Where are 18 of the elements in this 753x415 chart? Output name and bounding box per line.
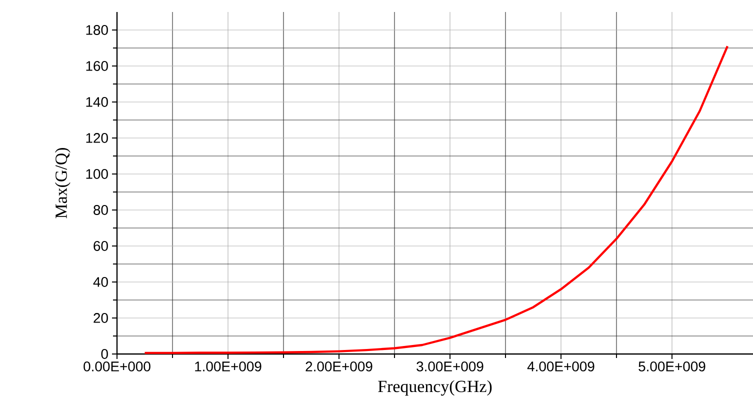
x-tick-label: 1.00E+009 [195, 362, 262, 372]
x-tick-label: 0.00E+000 [84, 362, 150, 372]
x-tick-label: 4.00E+009 [527, 362, 594, 372]
y-tick-label: 40 [93, 277, 108, 287]
y-tick-label: 160 [86, 61, 108, 71]
y-tick-label: 0 [101, 349, 108, 359]
y-axis-title: Max(G/Q) [55, 148, 70, 218]
y-tick-label: 120 [86, 133, 108, 143]
x-tick-label: 3.00E+009 [416, 362, 484, 372]
y-tick-label: 100 [86, 169, 108, 179]
y-tick-label: 180 [86, 25, 108, 35]
y-tick-label: 60 [94, 241, 108, 251]
x-tick-label: 2.00E+009 [306, 362, 372, 372]
y-tick-label: 140 [86, 97, 108, 107]
y-tick-label: 80 [94, 205, 108, 215]
x-tick-label: 5.00E+009 [638, 362, 706, 372]
x-axis-title: Frequency(GHz) [378, 380, 492, 396]
y-tick-label: 20 [94, 313, 108, 323]
